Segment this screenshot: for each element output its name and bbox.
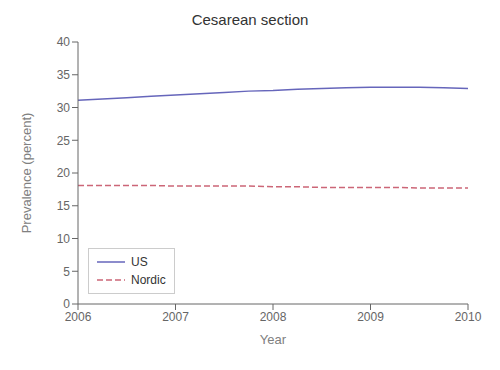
- svg-text:15: 15: [57, 199, 71, 213]
- svg-text:0: 0: [63, 297, 70, 311]
- svg-text:2008: 2008: [260, 310, 287, 324]
- svg-text:2009: 2009: [357, 310, 384, 324]
- svg-text:20: 20: [57, 166, 71, 180]
- svg-text:30: 30: [57, 101, 71, 115]
- svg-text:2007: 2007: [162, 310, 189, 324]
- svg-text:2010: 2010: [455, 310, 482, 324]
- html-text:Cesarean section: Cesarean section: [191, 11, 309, 28]
- html-text:US: US: [131, 255, 148, 269]
- svg-text:2006: 2006: [65, 310, 92, 324]
- svg-text:35: 35: [57, 68, 71, 82]
- svg-text:Year: Year: [260, 332, 287, 347]
- svg-text:Prevalence (percent): Prevalence (percent): [19, 113, 34, 234]
- svg-text:25: 25: [57, 134, 71, 148]
- html-text:Nordic: Nordic: [131, 273, 166, 287]
- svg-text:10: 10: [57, 232, 71, 246]
- svg-text:5: 5: [63, 265, 70, 279]
- svg-text:40: 40: [57, 35, 71, 49]
